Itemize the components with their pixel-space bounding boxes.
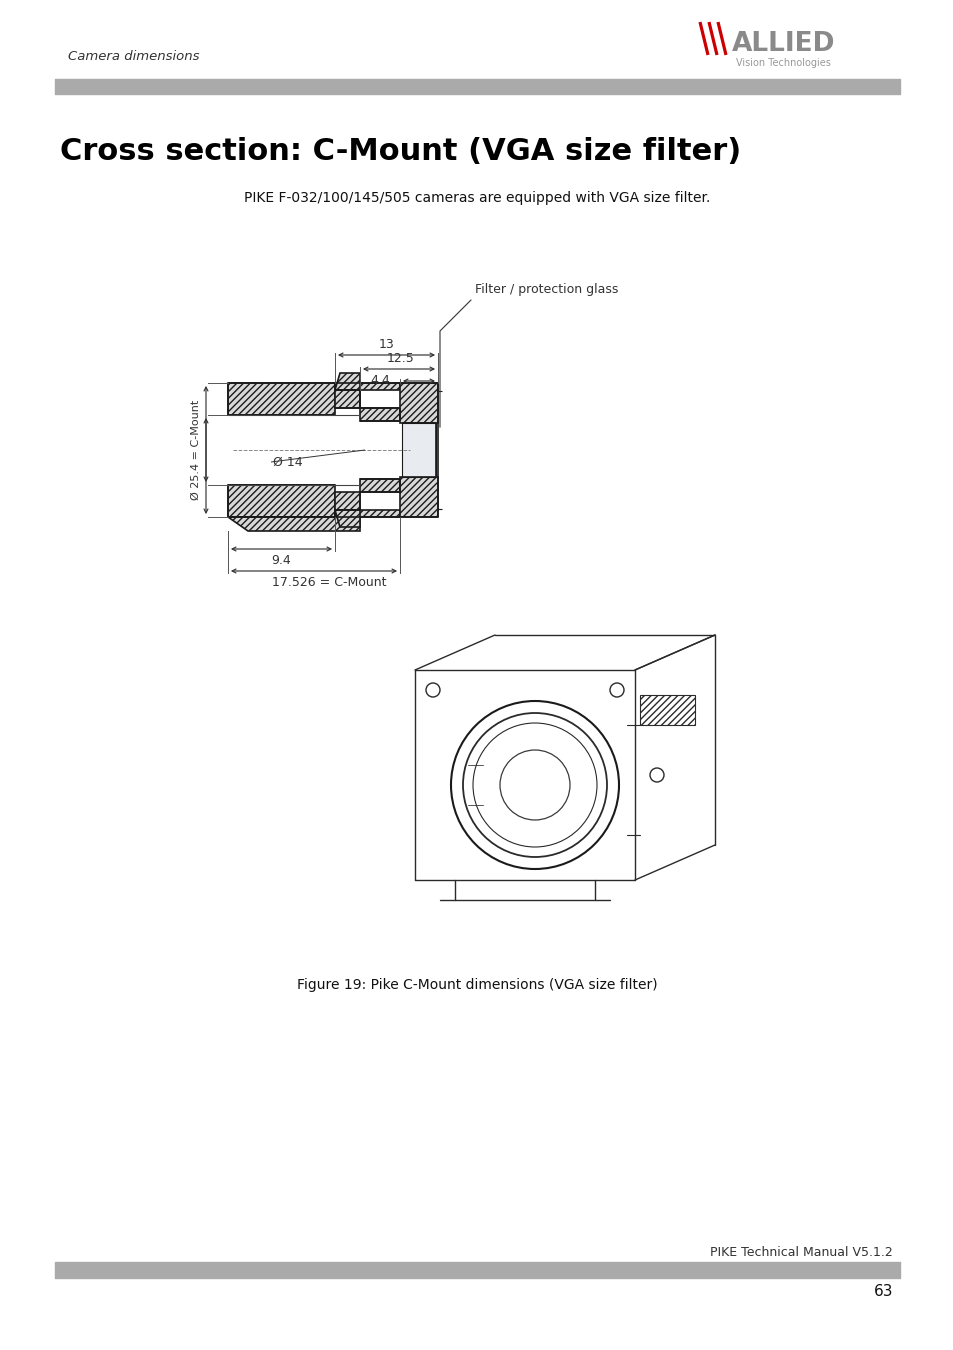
Bar <box>359 408 399 421</box>
Bar <box>335 390 359 408</box>
Bar <box>228 383 335 414</box>
Text: 17.526 = C-Mount: 17.526 = C-Mount <box>272 576 386 590</box>
Bar <box>639 695 695 725</box>
Text: 63: 63 <box>873 1284 892 1300</box>
Bar <box>399 383 437 423</box>
Text: 13: 13 <box>378 338 394 351</box>
Text: Ø 25.4 = C-Mount: Ø 25.4 = C-Mount <box>191 400 201 500</box>
Text: Filter / protection glass: Filter / protection glass <box>475 284 618 297</box>
Text: Cross section: C-Mount (VGA size filter): Cross section: C-Mount (VGA size filter) <box>60 138 740 166</box>
Bar <box>399 477 437 517</box>
Text: PIKE F-032/100/145/505 cameras are equipped with VGA size filter.: PIKE F-032/100/145/505 cameras are equip… <box>244 190 709 205</box>
Text: Vision Technologies: Vision Technologies <box>735 58 830 68</box>
Text: Figure 19: Pike C-Mount dimensions (VGA size filter): Figure 19: Pike C-Mount dimensions (VGA … <box>296 977 657 992</box>
Polygon shape <box>228 517 359 531</box>
Bar <box>401 423 436 477</box>
Text: 9.4: 9.4 <box>272 555 291 567</box>
Bar <box>335 491 359 510</box>
Text: Ø 14: Ø 14 <box>273 455 302 468</box>
Text: Camera dimensions: Camera dimensions <box>68 50 199 62</box>
Bar <box>228 485 335 517</box>
Text: PIKE Technical Manual V5.1.2: PIKE Technical Manual V5.1.2 <box>709 1246 892 1260</box>
Polygon shape <box>335 373 359 390</box>
Polygon shape <box>335 510 359 526</box>
Bar <box>335 383 399 390</box>
Bar <box>359 479 399 491</box>
Bar <box>335 510 399 517</box>
Text: ALLIED: ALLIED <box>731 31 835 57</box>
Text: 12.5: 12.5 <box>387 351 415 364</box>
Text: 4.4: 4.4 <box>370 374 390 386</box>
